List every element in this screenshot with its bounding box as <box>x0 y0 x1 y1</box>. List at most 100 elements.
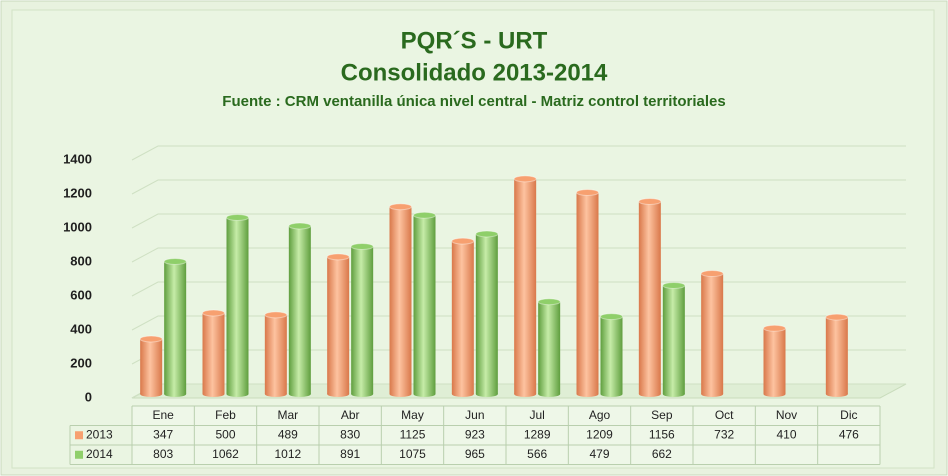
bar-body <box>202 313 225 394</box>
bar <box>576 188 599 397</box>
table-value: 732 <box>714 427 734 441</box>
bar-body <box>662 285 685 394</box>
grid-line <box>131 179 906 195</box>
y-tick-label: 1400 <box>63 151 92 166</box>
x-tick-label: Dic <box>840 408 857 422</box>
bar <box>662 281 686 397</box>
x-tick-label: Nov <box>776 408 797 422</box>
table-value: 500 <box>215 427 235 441</box>
x-tick-label: Oct <box>715 408 734 422</box>
table-value: 1289 <box>524 427 551 441</box>
bar-top <box>700 270 724 278</box>
bar-top <box>350 243 374 251</box>
bar-body <box>451 241 474 394</box>
bar-top <box>638 197 662 205</box>
table-value: 347 <box>153 427 173 441</box>
bar-top <box>763 324 786 332</box>
bar-top <box>537 298 561 306</box>
legend-label: 2013 <box>86 427 113 441</box>
bar-body <box>164 261 187 394</box>
y-tick-label: 1000 <box>63 219 92 234</box>
chart-subtitle: Consolidado 2013-2014 <box>341 59 608 86</box>
grid-line <box>131 145 906 161</box>
legend-key <box>75 431 83 440</box>
bar-top <box>163 257 187 265</box>
bar <box>264 311 288 397</box>
bar-body <box>264 314 287 394</box>
bar-body <box>413 215 436 394</box>
bar-top <box>600 313 623 321</box>
bar-top <box>326 253 350 261</box>
bar <box>475 230 499 397</box>
legend-label: 2014 <box>86 447 113 461</box>
table-value: 1075 <box>399 447 426 461</box>
table-value: 1062 <box>212 447 239 461</box>
bar-top <box>662 281 686 289</box>
bar-top <box>413 211 436 219</box>
table-value: 1209 <box>586 427 613 441</box>
bar <box>600 313 623 397</box>
bar-body <box>226 217 249 394</box>
bar <box>202 309 225 397</box>
table-value: 476 <box>839 427 859 441</box>
bar-body <box>701 273 724 394</box>
bar-body <box>327 256 350 394</box>
bar <box>537 298 561 397</box>
bar-body <box>351 246 374 394</box>
bar-body <box>576 192 599 394</box>
bar-top <box>226 213 249 221</box>
bar <box>326 253 350 397</box>
bar-top <box>288 222 312 230</box>
bar-body <box>538 301 561 394</box>
bar <box>139 335 163 397</box>
bar-top <box>825 313 849 321</box>
chart-title: PQR´S - URT <box>401 27 548 54</box>
x-tick-label: Abr <box>341 408 360 422</box>
bar-body <box>288 225 311 394</box>
table-value: 410 <box>776 427 796 441</box>
table-value: 830 <box>340 427 360 441</box>
x-tick-label: Ago <box>589 408 611 422</box>
bar <box>350 243 374 397</box>
chart-source: Fuente : CRM ventanilla única nivel cent… <box>222 93 725 110</box>
bar <box>825 313 849 397</box>
bar-top <box>513 175 537 183</box>
bar-top <box>451 237 475 245</box>
x-tick-label: May <box>401 408 424 422</box>
bar-top <box>202 309 225 317</box>
bar <box>226 213 249 397</box>
table-value: 1012 <box>274 447 301 461</box>
y-tick-label: 800 <box>70 253 92 268</box>
bar-body <box>389 206 412 394</box>
bar <box>513 175 537 397</box>
bar <box>451 237 475 397</box>
table-value: 662 <box>652 447 672 461</box>
table-value: 566 <box>527 447 547 461</box>
bar-top <box>264 311 288 319</box>
bar-top <box>389 203 412 211</box>
bar <box>288 222 312 397</box>
bar-body <box>600 316 623 394</box>
table-value: 891 <box>340 447 360 461</box>
table-value: 803 <box>153 447 173 461</box>
x-tick-label: Jun <box>465 408 484 422</box>
table-value: 479 <box>589 447 609 461</box>
table-value: 923 <box>465 427 485 441</box>
y-tick-label: 200 <box>70 355 92 370</box>
table-value: 1156 <box>649 427 675 441</box>
bar <box>700 270 724 397</box>
x-tick-label: Ene <box>152 408 174 422</box>
bar <box>163 257 187 397</box>
bar <box>763 324 786 397</box>
bar-body <box>475 233 498 394</box>
bar-body <box>514 178 537 394</box>
bar-body <box>825 317 848 394</box>
bar <box>638 197 662 397</box>
bar-top <box>139 335 163 343</box>
bar-body <box>638 201 661 394</box>
y-tick-label: 400 <box>70 321 92 336</box>
legend-key <box>75 450 83 459</box>
x-tick-label: Mar <box>277 408 298 422</box>
x-tick-label: Sep <box>651 408 673 422</box>
table-value: 965 <box>465 447 485 461</box>
